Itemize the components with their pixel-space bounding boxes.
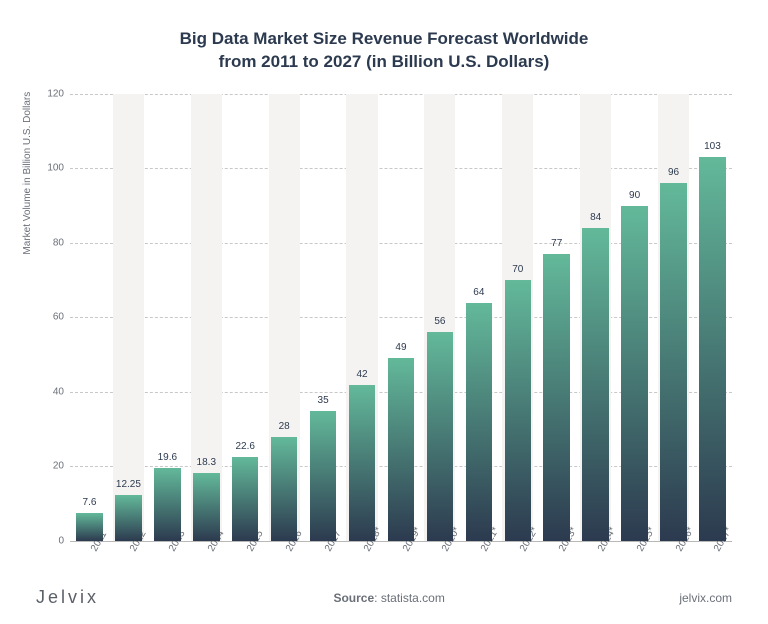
- x-tick: 2027*: [693, 542, 732, 579]
- bar: 96: [660, 183, 686, 541]
- bar: 19.6: [154, 468, 180, 541]
- bar: 7.6: [76, 513, 102, 541]
- bar-column: 56: [420, 94, 459, 541]
- bar-value-label: 19.6: [154, 452, 180, 463]
- y-tick: 120: [47, 88, 64, 99]
- bar: 64: [466, 303, 492, 541]
- bar-value-label: 12.25: [115, 479, 141, 490]
- x-tick: 2018*: [343, 542, 382, 579]
- x-tick: 2020*: [420, 542, 459, 579]
- bar-value-label: 84: [582, 212, 608, 223]
- bar-column: 12.25: [109, 94, 148, 541]
- bar-column: 70: [498, 94, 537, 541]
- chart: Market Volume in Billion U.S. Dollars 02…: [36, 94, 732, 579]
- x-tick: 2014: [187, 542, 226, 579]
- bar-value-label: 77: [543, 238, 569, 249]
- bar-value-label: 22.6: [232, 441, 258, 452]
- x-tick: 2019*: [382, 542, 421, 579]
- bar-column: 64: [459, 94, 498, 541]
- bar-value-label: 7.6: [76, 497, 102, 508]
- bar-value-label: 64: [466, 287, 492, 298]
- bar: 56: [427, 332, 453, 541]
- y-tick: 0: [58, 536, 64, 547]
- bar-column: 103: [693, 94, 732, 541]
- x-tick: 2025*: [615, 542, 654, 579]
- site-link: jelvix.com: [679, 591, 732, 605]
- source-label: Source: [333, 591, 374, 605]
- bar: 103: [699, 157, 725, 541]
- bar-column: 42: [343, 94, 382, 541]
- y-tick: 100: [47, 163, 64, 174]
- y-axis-label: Market Volume in Billion U.S. Dollars: [22, 92, 33, 255]
- bar-value-label: 28: [271, 421, 297, 432]
- bar: 77: [543, 254, 569, 541]
- y-tick: 40: [53, 386, 64, 397]
- bar-column: 28: [265, 94, 304, 541]
- y-tick: 20: [53, 461, 64, 472]
- bar: 90: [621, 206, 647, 541]
- bar: 18.3: [193, 473, 219, 541]
- bars-zone: 7.612.2519.618.322.628354249566470778490…: [70, 94, 732, 541]
- bar-value-label: 49: [388, 342, 414, 353]
- bar: 22.6: [232, 457, 258, 541]
- x-tick: 2017: [304, 542, 343, 579]
- plot-area: 7.612.2519.618.322.628354249566470778490…: [70, 94, 732, 579]
- x-tick: 2026*: [654, 542, 693, 579]
- x-tick: 2022*: [498, 542, 537, 579]
- bar-column: 49: [382, 94, 421, 541]
- bar-value-label: 70: [505, 264, 531, 275]
- bar-column: 90: [615, 94, 654, 541]
- bar-column: 18.3: [187, 94, 226, 541]
- x-tick: 2016: [265, 542, 304, 579]
- bar-column: 84: [576, 94, 615, 541]
- bar-column: 22.6: [226, 94, 265, 541]
- bar-value-label: 96: [660, 167, 686, 178]
- bar-column: 19.6: [148, 94, 187, 541]
- bar: 84: [582, 228, 608, 541]
- source-value: statista.com: [381, 591, 445, 605]
- x-tick: 2024*: [576, 542, 615, 579]
- bar: 70: [505, 280, 531, 541]
- x-axis-zone: 20112012201320142015201620172018*2019*20…: [70, 541, 732, 579]
- x-tick: 2023*: [537, 542, 576, 579]
- y-tick: 60: [53, 312, 64, 323]
- bar: 42: [349, 385, 375, 541]
- bar-value-label: 103: [699, 141, 725, 152]
- bar: 12.25: [115, 495, 141, 541]
- bar-value-label: 56: [427, 316, 453, 327]
- y-tick: 80: [53, 237, 64, 248]
- x-tick: 2011: [70, 542, 109, 579]
- bar: 35: [310, 411, 336, 541]
- title-line1: Big Data Market Size Revenue Forecast Wo…: [180, 29, 589, 48]
- x-tick: 2015: [226, 542, 265, 579]
- bar: 28: [271, 437, 297, 541]
- bar-column: 7.6: [70, 94, 109, 541]
- x-tick: 2021*: [459, 542, 498, 579]
- bar-column: 35: [304, 94, 343, 541]
- bar-value-label: 35: [310, 395, 336, 406]
- title-line2: from 2011 to 2027 (in Billion U.S. Dolla…: [219, 52, 550, 71]
- x-tick: 2012: [109, 542, 148, 579]
- bar: 49: [388, 358, 414, 541]
- x-tick: 2013: [148, 542, 187, 579]
- bar-column: 77: [537, 94, 576, 541]
- footer: Jelvix Source: statista.com jelvix.com: [36, 587, 732, 608]
- source-line: Source: statista.com: [333, 591, 444, 605]
- stripe: [113, 94, 144, 541]
- brand-logo: Jelvix: [36, 587, 99, 608]
- bar-value-label: 42: [349, 369, 375, 380]
- bar-value-label: 90: [621, 190, 647, 201]
- y-axis-ticks: 020406080100120: [36, 94, 70, 579]
- bar-column: 96: [654, 94, 693, 541]
- chart-title: Big Data Market Size Revenue Forecast Wo…: [36, 28, 732, 74]
- bar-value-label: 18.3: [193, 457, 219, 468]
